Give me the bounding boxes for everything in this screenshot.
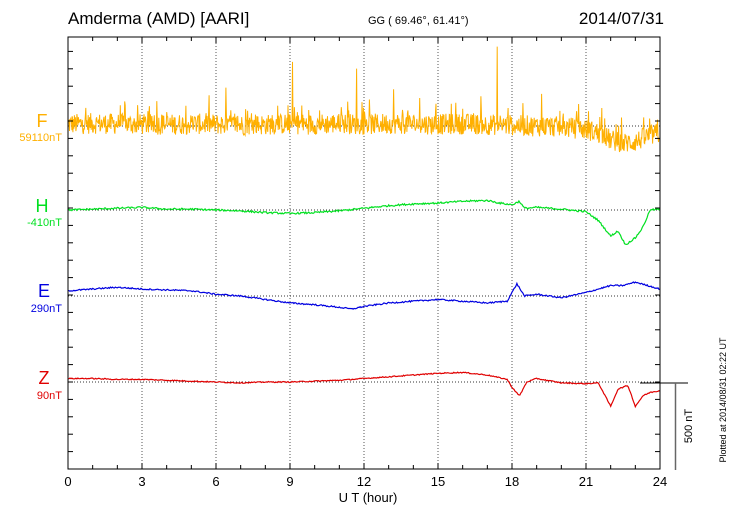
trace-E [67, 281, 661, 310]
plot-date: 2014/07/31 [579, 9, 664, 28]
baseline-Z: 90nT [37, 390, 62, 402]
x-tick-label: 12 [357, 474, 371, 489]
station-coordinates: GG ( 69.46°, 61.41°) [368, 15, 469, 27]
axes [67, 36, 661, 470]
baseline-E: 290nT [31, 303, 62, 315]
x-tick-label: 24 [653, 474, 667, 489]
trace-Z [67, 371, 661, 409]
x-tick-label: 6 [212, 474, 219, 489]
label-Z: Z [39, 368, 50, 388]
trace-F [67, 46, 661, 153]
label-E: E [38, 281, 50, 301]
traces [67, 46, 661, 409]
x-tick-labels: 0 3 6 9 12 15 18 21 24 [64, 474, 667, 489]
station-title: Amderma (AMD) [AARI] [68, 9, 249, 28]
x-tick-label: 15 [431, 474, 445, 489]
x-axis-label: U T (hour) [339, 490, 398, 505]
plotted-timestamp: Plotted at 2014/08/31 02:22 UT [718, 337, 728, 463]
baseline-F: 59110nT [19, 132, 62, 144]
x-tick-label: 0 [64, 474, 71, 489]
trace-H [67, 199, 661, 246]
x-tick-label: 9 [286, 474, 293, 489]
x-tick-label: 21 [579, 474, 593, 489]
scale-bar-label: 500 nT [683, 409, 695, 444]
label-F: F [37, 111, 48, 131]
x-tick-label: 3 [138, 474, 145, 489]
x-tick-label: 18 [505, 474, 519, 489]
label-H: H [36, 196, 49, 216]
baseline-H: -410nT [27, 217, 62, 229]
